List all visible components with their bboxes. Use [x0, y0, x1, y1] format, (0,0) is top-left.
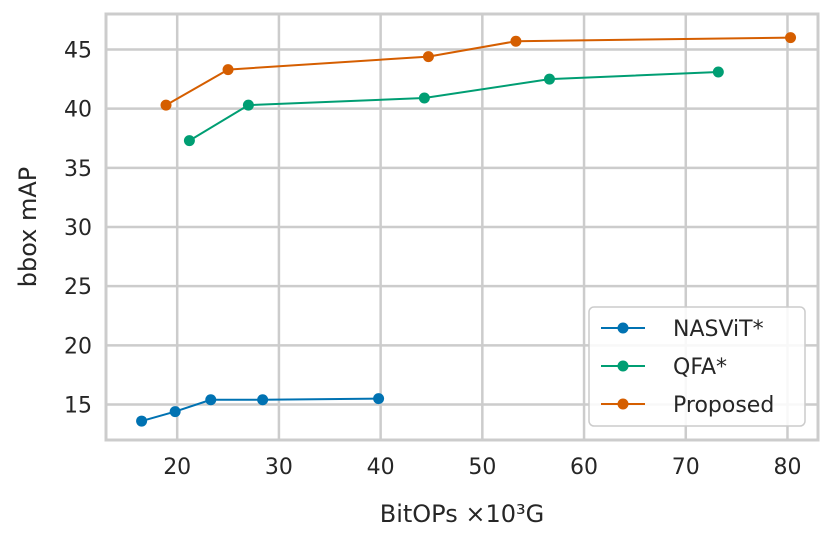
legend-label: QFA* — [673, 355, 727, 380]
data-point-qfa — [242, 99, 254, 111]
x-axis-title: BitOPs ×10³G — [380, 500, 544, 528]
legend-marker — [617, 322, 629, 334]
x-tick-label: 70 — [672, 455, 700, 480]
data-point-nasvit — [373, 393, 385, 405]
legend-marker — [617, 398, 629, 410]
series-line-qfa — [188, 70, 719, 142]
y-tick-label: 15 — [64, 394, 92, 419]
series — [136, 32, 797, 427]
y-axis-title: bbox mAP — [14, 167, 42, 288]
x-tick-label: 60 — [570, 455, 598, 480]
y-tick-label: 40 — [64, 98, 92, 123]
legend-label: NASViT* — [673, 317, 764, 342]
data-point-nasvit — [136, 415, 148, 427]
data-point-proposed — [160, 99, 172, 111]
data-point-nasvit — [169, 406, 181, 418]
data-point-proposed — [222, 64, 234, 76]
x-tick-label: 20 — [163, 455, 191, 480]
legend-marker — [617, 360, 629, 372]
y-tick-label: 35 — [64, 157, 92, 182]
x-tick-label: 30 — [265, 455, 293, 480]
data-point-qfa — [712, 66, 724, 78]
legend-item: QFA* — [601, 355, 727, 380]
x-tick-label: 80 — [773, 455, 801, 480]
legend-box — [588, 306, 806, 427]
data-point-proposed — [785, 32, 797, 44]
data-point-nasvit — [205, 394, 217, 406]
data-point-qfa — [418, 92, 430, 104]
legend-item: Proposed — [601, 393, 774, 418]
y-tick-label: 30 — [64, 216, 92, 241]
legend-label: Proposed — [673, 393, 774, 418]
y-tick-label: 20 — [64, 334, 92, 359]
y-tick-label: 45 — [64, 39, 92, 64]
legend-item: NASViT* — [601, 317, 764, 342]
data-point-qfa — [543, 73, 555, 85]
x-tick-label: 50 — [468, 455, 496, 480]
data-point-nasvit — [257, 394, 269, 406]
legend: NASViT* QFA* Proposed — [588, 306, 806, 427]
grid — [106, 14, 818, 440]
series-line-proposed — [165, 36, 791, 106]
x-tick-label: 40 — [367, 455, 395, 480]
series-nasvit — [136, 393, 385, 427]
data-point-qfa — [183, 135, 195, 147]
data-point-proposed — [510, 35, 522, 47]
plot-frame — [104, 12, 820, 442]
data-point-proposed — [422, 51, 434, 63]
series-qfa — [183, 66, 724, 147]
series-proposed — [160, 32, 797, 111]
y-tick-label: 25 — [64, 275, 92, 300]
tick-labels: 20 30 40 50 60 70 80 15 20 25 30 35 40 45 — [64, 39, 801, 481]
